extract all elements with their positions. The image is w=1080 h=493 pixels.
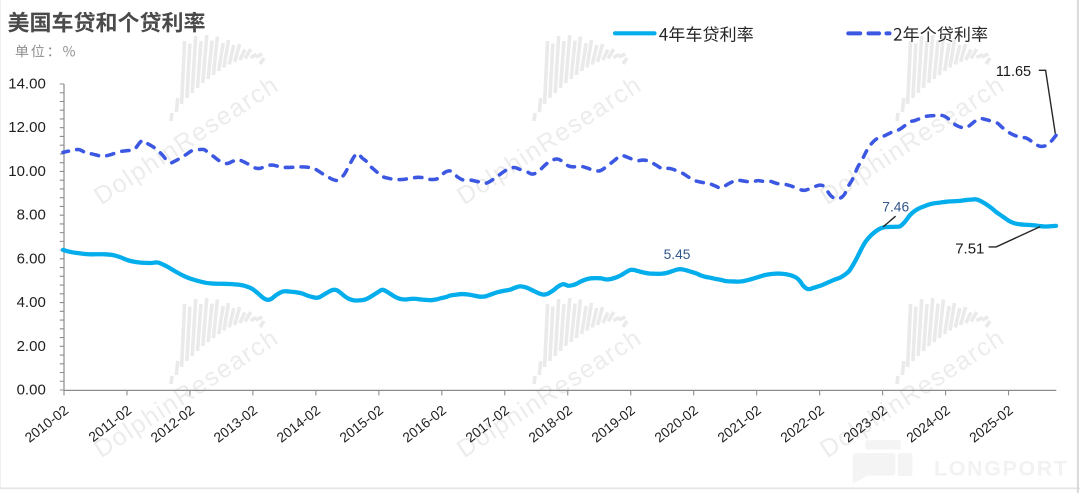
svg-text:2025-02: 2025-02 — [967, 403, 1016, 446]
svg-text:0.00: 0.00 — [17, 382, 46, 399]
svg-text:14.00: 14.00 — [8, 76, 46, 93]
svg-text:2.00: 2.00 — [17, 338, 46, 355]
svg-text:2013-02: 2013-02 — [211, 403, 260, 446]
svg-text:7.51: 7.51 — [955, 240, 984, 257]
svg-text:10.00: 10.00 — [8, 163, 46, 180]
svg-text:8.00: 8.00 — [17, 207, 46, 224]
svg-text:2021-02: 2021-02 — [715, 403, 764, 446]
svg-text:2014-02: 2014-02 — [274, 403, 323, 446]
svg-text:7.46: 7.46 — [882, 200, 909, 215]
svg-text:11.65: 11.65 — [996, 64, 1031, 80]
svg-text:LONGPORT: LONGPORT — [934, 457, 1069, 481]
svg-text:2010-02: 2010-02 — [22, 403, 71, 446]
svg-text:2015-02: 2015-02 — [337, 403, 386, 446]
svg-text:12.00: 12.00 — [8, 119, 46, 136]
svg-text:2019-02: 2019-02 — [589, 403, 638, 446]
svg-text:2016-02: 2016-02 — [400, 403, 449, 446]
svg-text:2020-02: 2020-02 — [652, 403, 701, 446]
svg-text:6.00: 6.00 — [17, 250, 46, 267]
svg-text:5.45: 5.45 — [664, 247, 691, 262]
svg-text:4.00: 4.00 — [17, 294, 46, 311]
